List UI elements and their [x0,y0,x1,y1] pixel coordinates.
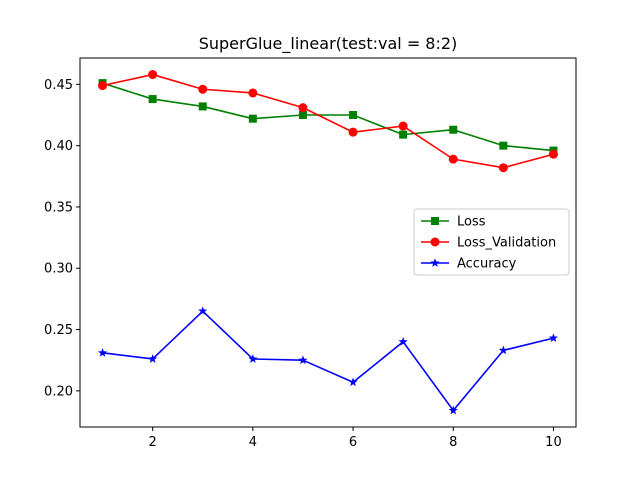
y-tick-label: 0.45 [44,78,73,93]
data-point [349,111,358,120]
data-point [248,354,258,363]
y-tick-label: 0.40 [44,139,73,154]
data-point [499,141,508,150]
data-point [198,306,208,316]
data-point [348,127,358,137]
series-loss-validation [98,70,558,173]
series-accuracy [97,306,559,415]
data-point [198,102,207,111]
legend: Loss Loss_Validation Accuracy [413,208,570,276]
series-layer [97,70,559,415]
data-point [548,149,558,159]
legend-box [413,208,570,276]
plot-frame [79,57,577,428]
x-tick-label: 6 [349,435,357,450]
legend-label: Loss_Validation [457,236,556,251]
x-tick-label: 4 [249,435,257,450]
data-point [148,70,158,80]
data-point [548,333,559,342]
data-point [248,88,258,98]
data-point [398,121,408,131]
legend-entry: Loss_Validation [421,236,556,251]
chart-title: SuperGlue_linear(test:val = 8:2) [199,34,458,54]
data-point [448,405,458,415]
x-tick-label: 10 [545,435,562,450]
data-point [97,348,108,357]
data-point [248,114,257,123]
y-tick-label: 0.30 [44,262,73,277]
data-point [298,111,307,120]
data-point [498,345,508,355]
data-point [148,354,158,363]
x-tick-label: 8 [449,435,457,450]
data-point [198,84,208,94]
legend-marker [430,258,440,267]
legend-marker [431,217,439,225]
legend-label: Accuracy [457,257,517,272]
data-point [398,337,408,346]
legend-marker [430,237,440,247]
data-point [399,130,408,139]
legend-label: Loss [457,215,486,230]
series-line [102,73,554,169]
x-tick-label: 2 [149,435,157,450]
y-tick-label: 0.20 [44,384,73,399]
y-tick-label: 0.35 [44,200,73,215]
legend-entry: Loss [421,215,486,230]
data-point [148,95,157,104]
axes: 2 4 6 8 10 0.20 0.25 0.30 0.35 0.40 0.45 [44,57,577,450]
data-point [298,103,308,113]
series-line [102,82,554,152]
data-point [98,81,108,91]
data-point [449,125,458,134]
data-point [448,154,458,164]
series-line [102,310,554,412]
data-point [298,355,308,365]
legend-entry: Accuracy [421,257,517,272]
data-point [498,163,508,173]
data-point [348,377,358,387]
y-tick-label: 0.25 [44,323,73,338]
